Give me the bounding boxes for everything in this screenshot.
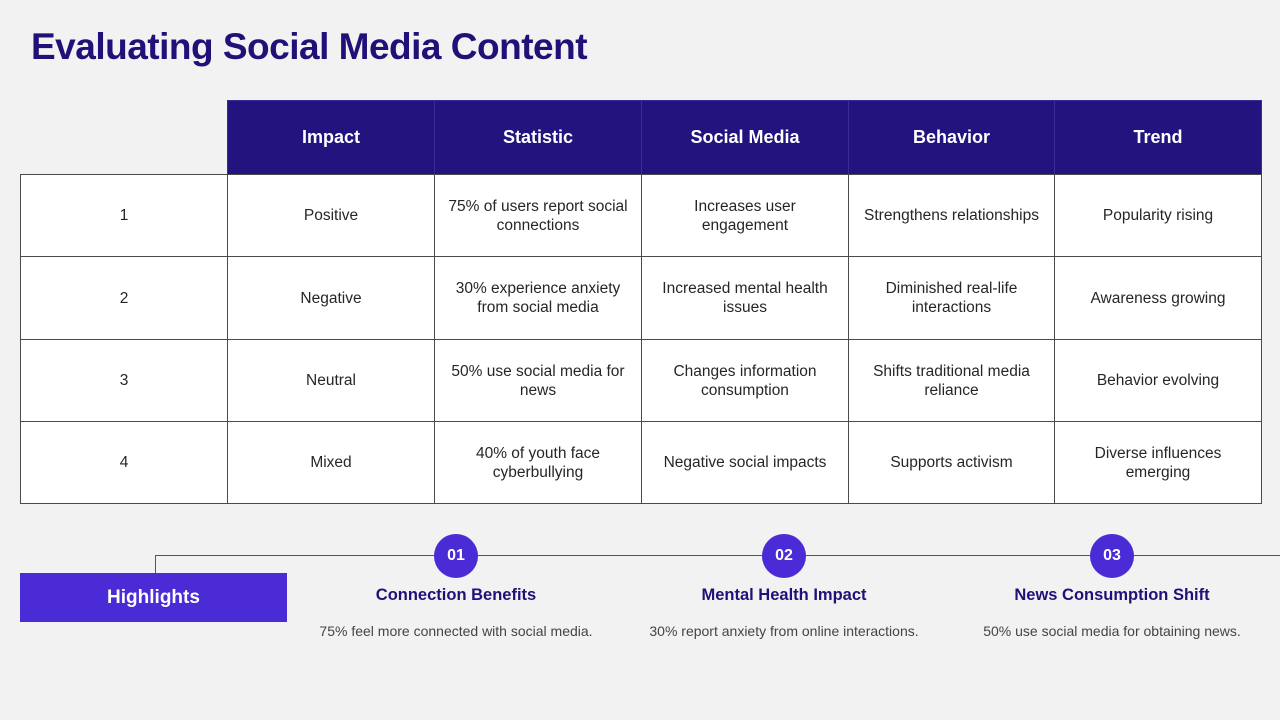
table-cell: Diverse influences emerging — [1054, 421, 1262, 504]
table-cell: 2 — [20, 256, 228, 340]
table-cell: Awareness growing — [1054, 256, 1262, 340]
table-cell: Increases user engagement — [641, 174, 849, 257]
column-header: Impact — [227, 100, 435, 175]
column-header: Trend — [1054, 100, 1262, 175]
table-cell: Behavior evolving — [1054, 339, 1262, 422]
highlight-text: 50% use social media for obtaining news. — [983, 623, 1241, 639]
column-header: Statistic — [434, 100, 642, 175]
highlight-title: Connection Benefits — [375, 586, 537, 604]
table-cell: 1 — [20, 174, 228, 257]
highlight-text: 30% report anxiety from online interacti… — [649, 623, 919, 639]
table-cell: 40% of youth face cyberbullying — [434, 421, 642, 504]
table-cell: Popularity rising — [1054, 174, 1262, 257]
slide-title: Evaluating Social Media Content — [31, 26, 588, 67]
table-cell: Strengthens relationships — [848, 174, 1055, 257]
highlight-number: 02 — [762, 534, 806, 578]
table-cell: 3 — [20, 339, 228, 422]
highlights-label: Highlights — [20, 573, 287, 622]
highlight-text: 75% feel more connected with social medi… — [319, 623, 593, 639]
table-cell: Shifts traditional media reliance — [848, 339, 1055, 422]
table-cell: Neutral — [227, 339, 435, 422]
table-cell: Changes information consumption — [641, 339, 849, 422]
table-cell: Diminished real-life interactions — [848, 256, 1055, 340]
highlight-title: Mental Health Impact — [701, 586, 867, 604]
table-cell: Mixed — [227, 421, 435, 504]
highlight-number: 03 — [1090, 534, 1134, 578]
column-header: Social Media — [641, 100, 849, 175]
table-cell: 75% of users report social connections — [434, 174, 642, 257]
table-cell: Supports activism — [848, 421, 1055, 504]
table-cell: Positive — [227, 174, 435, 257]
timeline-line — [155, 555, 1280, 556]
table-cell: 50% use social media for news — [434, 339, 642, 422]
column-header: Behavior — [848, 100, 1055, 175]
table-cell: 4 — [20, 421, 228, 504]
table-cell: 30% experience anxiety from social media — [434, 256, 642, 340]
table-cell: Negative social impacts — [641, 421, 849, 504]
table-cell: Increased mental health issues — [641, 256, 849, 340]
highlight-title: News Consumption Shift — [1014, 586, 1210, 604]
timeline-connector — [155, 555, 156, 573]
highlight-number: 01 — [434, 534, 478, 578]
table-cell: Negative — [227, 256, 435, 340]
